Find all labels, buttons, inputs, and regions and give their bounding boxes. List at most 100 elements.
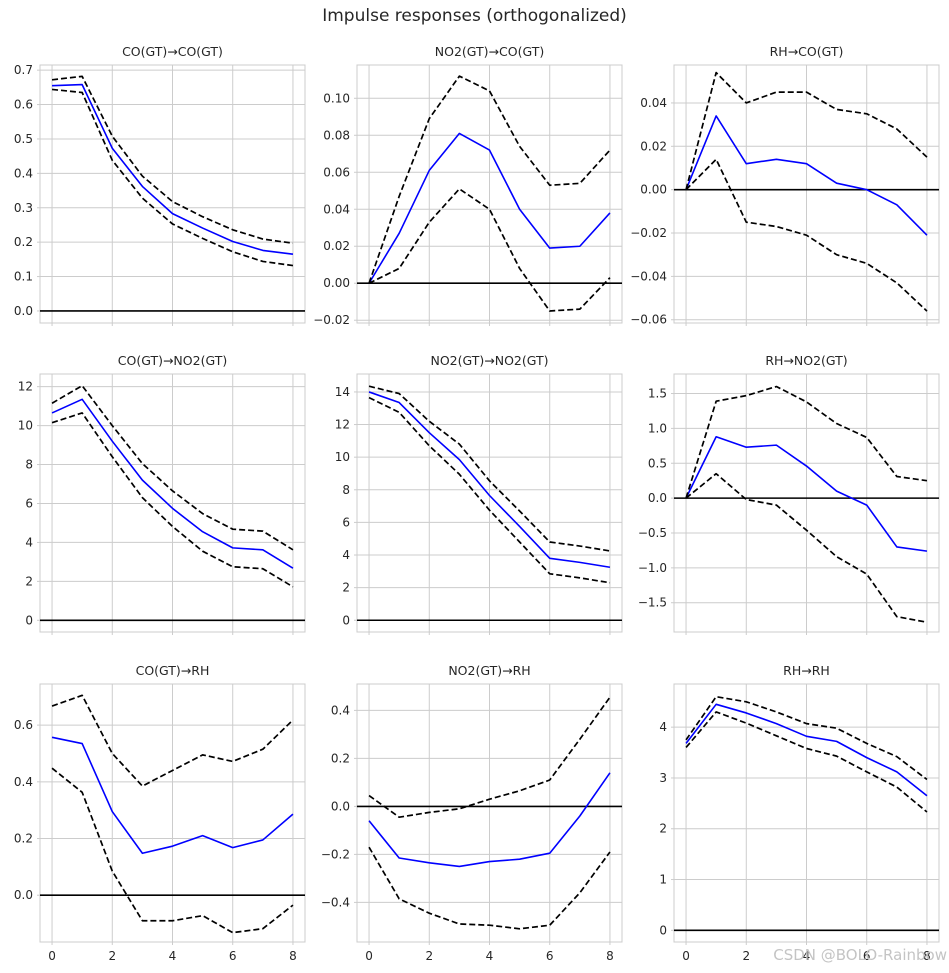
- y-tick-label: 0: [342, 613, 350, 627]
- y-tick-label: 0.0: [331, 799, 350, 813]
- panel-rh-to-rh: RH→RH 0 1 2 3 4 0 2 4 6 8: [659, 663, 940, 963]
- upper-bound-line: [685, 385, 928, 499]
- y-tick-label: 0.4: [14, 775, 33, 789]
- y-tick-label: −0.4: [321, 895, 350, 909]
- y-tick-label: 0.08: [323, 128, 350, 142]
- upper-bound-line: [368, 385, 611, 552]
- y-tick-label: 0.4: [14, 166, 33, 180]
- response-line: [51, 736, 294, 855]
- panel-title: NO2(GT)→CO(GT): [435, 44, 544, 59]
- y-tick-label: 4: [342, 548, 350, 562]
- x-tick-label: 0: [365, 949, 373, 963]
- y-tick-label: −0.02: [313, 313, 350, 327]
- upper-bound-line: [685, 695, 928, 781]
- x-tick-label: 6: [863, 949, 871, 963]
- y-tick-label: 0.5: [648, 456, 667, 470]
- panel-title: NO2(GT)→NO2(GT): [430, 353, 548, 368]
- y-tick-label: 0.0: [14, 304, 33, 318]
- panel-title: CO(GT)→NO2(GT): [118, 353, 227, 368]
- upper-bound-line: [51, 75, 294, 245]
- x-tick-label: 4: [169, 949, 177, 963]
- y-tick-label: 4: [25, 535, 33, 549]
- y-tick-label: 0.1: [14, 270, 33, 284]
- figure-title: Impulse responses (orthogonalized): [322, 6, 627, 26]
- y-tick-label: 10: [18, 419, 33, 433]
- y-tick-label: 0.02: [640, 139, 667, 153]
- y-tick-label: 8: [25, 458, 33, 472]
- panel-title: RH→CO(GT): [770, 44, 844, 59]
- x-tick-label: 4: [486, 949, 494, 963]
- panel-rh-to-co: RH→CO(GT) −0.06 −0.04 −0.02 0.00 0.02 0.04: [630, 44, 940, 327]
- upper-bound-line: [368, 75, 611, 284]
- response-line: [51, 398, 294, 569]
- watermark: CSDN @BOLO-Rainbow: [773, 946, 947, 964]
- lower-bound-line: [685, 158, 928, 312]
- y-tick-label: −0.2: [321, 847, 350, 861]
- y-tick-label: 0.2: [331, 751, 350, 765]
- response-line: [368, 772, 611, 868]
- y-tick-label: 0.00: [323, 276, 350, 290]
- y-tick-label: 12: [335, 418, 350, 432]
- panel-no2-to-no2: NO2(GT)→NO2(GT) 0 2 4 6 8 10 12 14: [335, 353, 623, 635]
- y-tick-label: 0.6: [14, 718, 33, 732]
- y-tick-label: 0.2: [14, 832, 33, 846]
- x-tick-label: 2: [742, 949, 750, 963]
- y-tick-label: 6: [342, 515, 350, 529]
- lower-bound-line: [685, 472, 928, 624]
- y-tick-label: 0.0: [648, 491, 667, 505]
- y-tick-label: 0.0: [14, 888, 33, 902]
- upper-bound-line: [685, 71, 928, 190]
- y-tick-label: 0.2: [14, 235, 33, 249]
- y-tick-label: 0.10: [323, 91, 350, 105]
- lower-bound-line: [51, 767, 294, 934]
- x-tick-label: 8: [606, 949, 614, 963]
- y-tick-label: 0.00: [640, 183, 667, 197]
- y-tick-label: 2: [659, 822, 667, 836]
- x-tick-label: 6: [229, 949, 237, 963]
- y-tick-label: 0.4: [331, 703, 350, 717]
- y-tick-label: 1.5: [648, 387, 667, 401]
- response-line: [368, 391, 611, 569]
- panel-co-to-co: CO(GT)→CO(GT) 0.0 0.1 0.2 0.3 0.4 0.5 0.6 0.7: [14, 44, 306, 326]
- y-tick-label: 10: [335, 450, 350, 464]
- y-tick-label: 0.06: [323, 165, 350, 179]
- x-tick-label: 4: [803, 949, 811, 963]
- y-tick-label: 8: [342, 483, 350, 497]
- y-tick-label: 0: [25, 613, 33, 627]
- y-tick-label: −0.5: [638, 526, 667, 540]
- response-line: [685, 703, 928, 797]
- panel-no2-to-rh: NO2(GT)→RH −0.4 −0.2 0.0 0.2 0.4 0 2 4 6 8: [321, 663, 623, 963]
- y-tick-label: 12: [18, 380, 33, 394]
- panel-title: RH→RH: [783, 663, 830, 678]
- panel-rh-to-no2: RH→NO2(GT) −1.5 −1.0 −0.5 0.0 0.5 1.0 1.5: [638, 353, 940, 635]
- y-tick-label: −0.04: [630, 269, 667, 283]
- upper-bound-line: [51, 384, 294, 551]
- x-tick-label: 0: [48, 949, 56, 963]
- panel-title: CO(GT)→CO(GT): [122, 44, 223, 59]
- response-line: [368, 132, 611, 284]
- lower-bound-line: [51, 88, 294, 267]
- y-tick-label: 0.7: [14, 63, 33, 77]
- lower-bound-line: [368, 846, 611, 930]
- y-tick-label: 4: [659, 720, 667, 734]
- response-line: [685, 115, 928, 236]
- lower-bound-line: [368, 396, 611, 584]
- y-tick-label: −0.06: [630, 313, 667, 327]
- x-tick-label: 6: [546, 949, 554, 963]
- lower-bound-line: [368, 188, 611, 312]
- y-tick-label: 0.6: [14, 98, 33, 112]
- x-tick-label: 2: [425, 949, 433, 963]
- y-tick-label: 0.02: [323, 239, 350, 253]
- panel-co-to-no2: CO(GT)→NO2(GT) 0 2 4 6 8 10 12: [18, 353, 306, 635]
- y-tick-label: 0: [659, 923, 667, 937]
- panel-title: CO(GT)→RH: [136, 663, 210, 678]
- x-tick-label: 2: [108, 949, 116, 963]
- y-tick-label: 14: [335, 385, 350, 399]
- panel-no2-to-co: NO2(GT)→CO(GT) −0.02 0.00 0.02 0.04 0.06 0.08…: [313, 44, 623, 327]
- response-line: [52, 83, 294, 255]
- y-tick-label: 0.04: [323, 202, 350, 216]
- upper-bound-line: [368, 696, 611, 819]
- x-tick-label: 0: [682, 949, 690, 963]
- x-tick-label: 8: [289, 949, 297, 963]
